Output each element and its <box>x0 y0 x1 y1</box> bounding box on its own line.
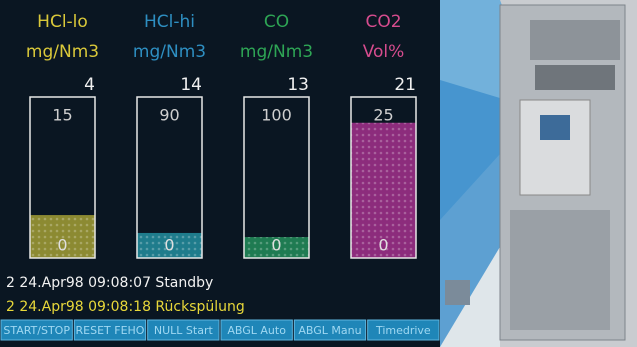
button-label[interactable]: Timedrive <box>375 324 431 337</box>
gauge-unit: mg/Nm3 <box>240 42 313 62</box>
gauge-max: 25 <box>373 106 393 125</box>
gauge-min: 0 <box>57 236 67 255</box>
gauge-unit: mg/Nm3 <box>133 42 206 62</box>
log-line: 2 24.Apr98 09:08:18 Rückspülung <box>6 299 245 315</box>
button-label[interactable]: RESET FEHO <box>76 324 145 337</box>
gauge-max: 15 <box>52 106 72 125</box>
gauge-max: 90 <box>159 106 179 125</box>
gauge-max: 100 <box>261 106 292 125</box>
gauge-value: 13 <box>287 75 309 95</box>
gauge-min: 0 <box>378 236 388 255</box>
button-label[interactable]: NULL Start <box>154 324 214 337</box>
gauge-label: HCl-hi <box>144 12 195 32</box>
gauge-unit: mg/Nm3 <box>26 42 99 62</box>
gauge-value: 21 <box>394 75 416 95</box>
button-label[interactable]: START/STOP <box>3 324 70 337</box>
gauge-min: 0 <box>164 236 174 255</box>
gauge-value: 4 <box>84 75 95 95</box>
button-label[interactable]: ABGL Auto <box>227 324 286 337</box>
gauge-value: 14 <box>180 75 202 95</box>
button-label[interactable]: ABGL Manu <box>298 324 361 337</box>
cabinet-photo <box>440 0 637 347</box>
screenshot: HCl-lo mg/Nm3 4 15 0 HCl-hi mg/Nm3 1490 0 CO mg/Nm… <box>0 0 637 347</box>
gauge-min: 0 <box>271 236 281 255</box>
gauge-unit: Vol% <box>363 42 405 62</box>
gauge-label: HCl-lo <box>37 12 88 32</box>
log-line: 2 24.Apr98 09:08:07 Standby <box>6 275 213 291</box>
gauge-label: CO2 <box>365 12 401 32</box>
gauge-label: CO <box>264 12 289 32</box>
